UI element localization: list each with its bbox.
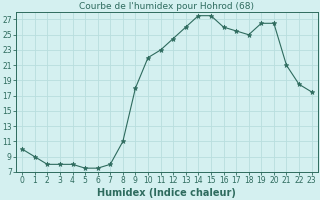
Title: Courbe de l'humidex pour Hohrod (68): Courbe de l'humidex pour Hohrod (68) [79,2,254,11]
X-axis label: Humidex (Indice chaleur): Humidex (Indice chaleur) [98,188,236,198]
